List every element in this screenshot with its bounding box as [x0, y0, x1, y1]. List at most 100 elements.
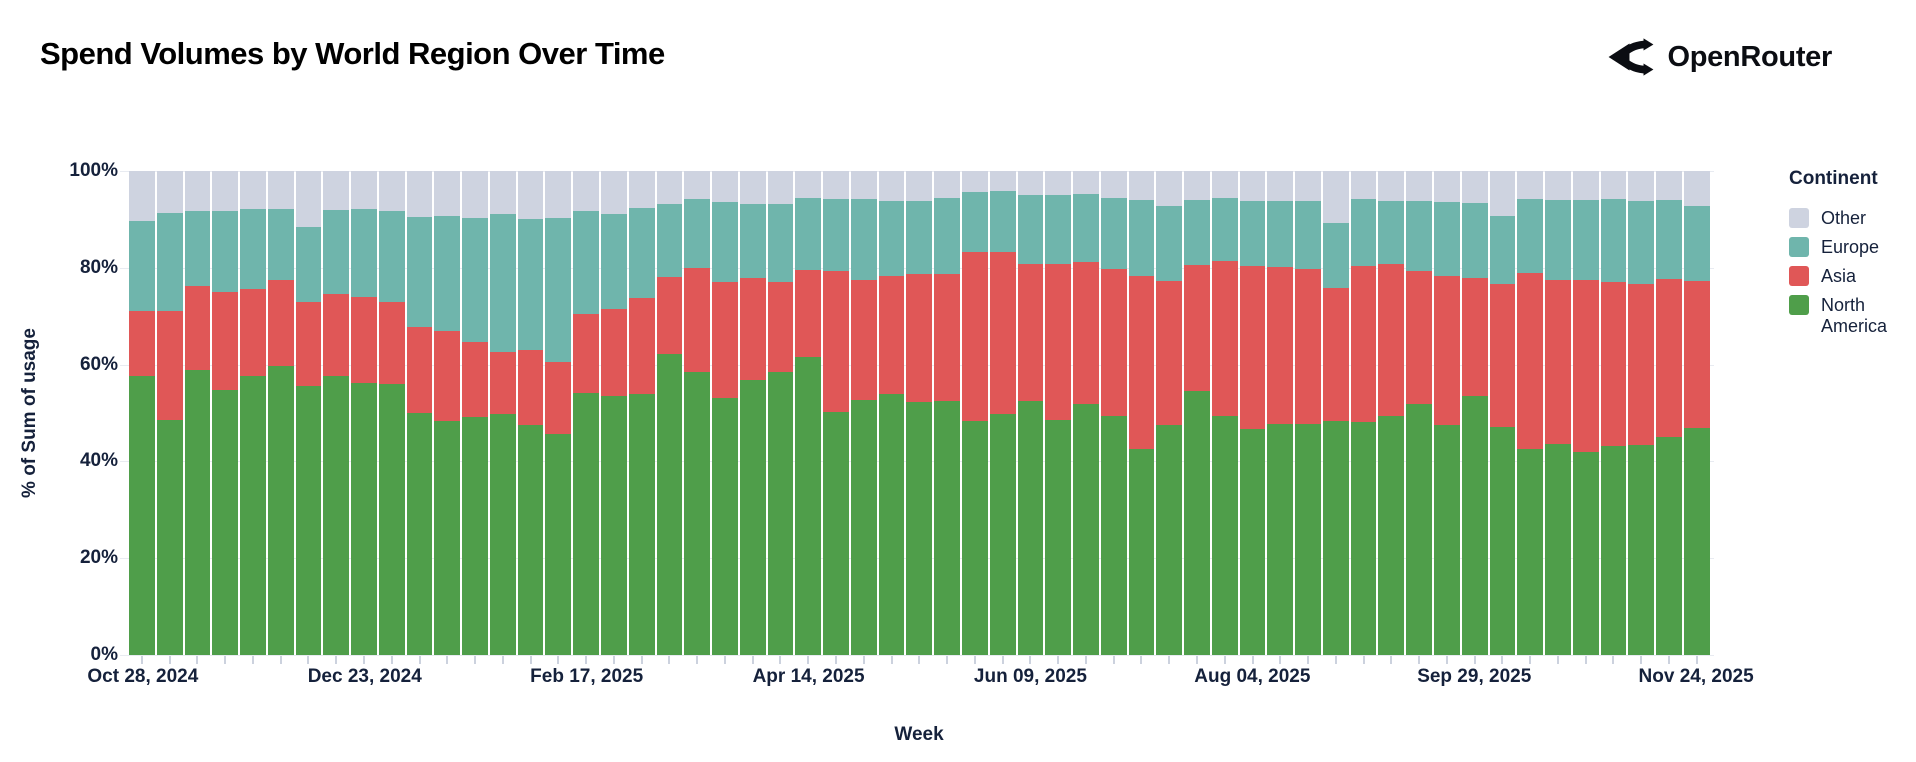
segment-north-america[interactable]	[1156, 425, 1183, 655]
segment-europe[interactable]	[1156, 206, 1183, 282]
segment-north-america[interactable]	[1545, 443, 1571, 655]
segment-other[interactable]	[684, 171, 711, 199]
bar-feb-24-2025[interactable]	[601, 171, 627, 655]
bar-oct-06-2025[interactable]	[1489, 171, 1516, 655]
segment-europe[interactable]	[1239, 201, 1266, 267]
segment-europe[interactable]	[378, 210, 405, 302]
segment-north-america[interactable]	[434, 420, 461, 655]
bar-jul-07-2025[interactable]	[1128, 171, 1155, 655]
segment-north-america[interactable]	[129, 375, 155, 655]
segment-north-america[interactable]	[767, 372, 794, 655]
bar-sep-08-2025[interactable]	[1378, 171, 1405, 655]
segment-north-america[interactable]	[1489, 427, 1516, 655]
segment-north-america[interactable]	[489, 413, 516, 655]
segment-other[interactable]	[823, 171, 849, 199]
segment-north-america[interactable]	[795, 356, 822, 655]
segment-north-america[interactable]	[1378, 415, 1405, 655]
segment-other[interactable]	[1239, 171, 1266, 202]
segment-europe[interactable]	[1350, 199, 1377, 266]
segment-europe[interactable]	[351, 208, 377, 297]
segment-north-america[interactable]	[323, 375, 350, 655]
segment-asia[interactable]	[712, 281, 738, 398]
segment-north-america[interactable]	[1461, 395, 1488, 655]
segment-asia[interactable]	[1600, 281, 1627, 446]
segment-europe[interactable]	[1045, 194, 1072, 265]
segment-asia[interactable]	[739, 278, 766, 380]
segment-other[interactable]	[351, 171, 377, 209]
segment-europe[interactable]	[184, 210, 211, 286]
segment-other[interactable]	[323, 171, 350, 211]
segment-north-america[interactable]	[1406, 403, 1432, 655]
bar-oct-13-2025[interactable]	[1517, 171, 1544, 655]
segment-asia[interactable]	[878, 276, 905, 395]
segment-other[interactable]	[1322, 171, 1349, 223]
segment-asia[interactable]	[462, 341, 488, 417]
segment-europe[interactable]	[1517, 198, 1544, 273]
segment-europe[interactable]	[1406, 201, 1432, 272]
segment-asia[interactable]	[1350, 265, 1377, 423]
bar-oct-28-2024[interactable]	[129, 171, 155, 655]
segment-europe[interactable]	[628, 208, 655, 298]
segment-europe[interactable]	[601, 214, 627, 310]
segment-asia[interactable]	[240, 288, 266, 376]
segment-other[interactable]	[1545, 171, 1571, 201]
segment-north-america[interactable]	[573, 393, 600, 655]
segment-other[interactable]	[462, 171, 488, 219]
segment-asia[interactable]	[850, 280, 877, 401]
bar-dec-16-2024[interactable]	[323, 171, 350, 655]
segment-north-america[interactable]	[739, 379, 766, 655]
bar-nov-24-2025[interactable]	[1683, 171, 1710, 655]
segment-asia[interactable]	[267, 280, 294, 366]
segment-europe[interactable]	[573, 210, 600, 314]
segment-europe[interactable]	[684, 198, 711, 269]
segment-asia[interactable]	[517, 349, 544, 426]
bar-jun-23-2025[interactable]	[1073, 171, 1099, 655]
bar-dec-30-2024[interactable]	[378, 171, 405, 655]
segment-europe[interactable]	[1184, 200, 1210, 266]
bar-may-26-2025[interactable]	[961, 171, 988, 655]
bar-nov-11-2024[interactable]	[184, 171, 211, 655]
segment-asia[interactable]	[489, 351, 516, 414]
segment-asia[interactable]	[906, 273, 933, 403]
segment-europe[interactable]	[767, 203, 794, 283]
segment-asia[interactable]	[1683, 280, 1710, 429]
bar-oct-20-2025[interactable]	[1545, 171, 1571, 655]
bar-mar-03-2025[interactable]	[628, 171, 655, 655]
segment-north-america[interactable]	[961, 420, 988, 655]
segment-asia[interactable]	[1156, 281, 1183, 426]
segment-europe[interactable]	[1295, 201, 1321, 270]
bar-jul-28-2025[interactable]	[1211, 171, 1238, 655]
segment-north-america[interactable]	[1128, 449, 1155, 655]
segment-north-america[interactable]	[878, 394, 905, 655]
segment-asia[interactable]	[656, 276, 683, 354]
segment-europe[interactable]	[1656, 200, 1682, 280]
bar-mar-10-2025[interactable]	[656, 171, 683, 655]
bar-jul-14-2025[interactable]	[1156, 171, 1183, 655]
segment-asia[interactable]	[628, 297, 655, 395]
bar-aug-04-2025[interactable]	[1239, 171, 1266, 655]
segment-asia[interactable]	[156, 311, 183, 421]
bar-aug-11-2025[interactable]	[1267, 171, 1294, 655]
segment-other[interactable]	[934, 171, 960, 198]
segment-europe[interactable]	[1267, 201, 1294, 268]
segment-north-america[interactable]	[1017, 401, 1044, 655]
segment-north-america[interactable]	[601, 395, 627, 655]
segment-north-america[interactable]	[462, 416, 488, 655]
segment-other[interactable]	[1489, 171, 1516, 216]
segment-other[interactable]	[573, 171, 600, 211]
segment-asia[interactable]	[323, 294, 350, 376]
segment-europe[interactable]	[517, 218, 544, 350]
segment-asia[interactable]	[1545, 280, 1571, 444]
segment-other[interactable]	[906, 171, 933, 201]
segment-asia[interactable]	[1628, 284, 1655, 445]
segment-north-america[interactable]	[1295, 424, 1321, 655]
segment-north-america[interactable]	[1045, 419, 1072, 655]
segment-europe[interactable]	[906, 200, 933, 274]
segment-asia[interactable]	[1239, 266, 1266, 429]
segment-asia[interactable]	[795, 270, 822, 357]
bar-nov-10-2025[interactable]	[1628, 171, 1655, 655]
segment-asia[interactable]	[1406, 271, 1432, 404]
segment-europe[interactable]	[739, 203, 766, 279]
segment-other[interactable]	[1628, 171, 1655, 201]
segment-europe[interactable]	[1378, 201, 1405, 264]
